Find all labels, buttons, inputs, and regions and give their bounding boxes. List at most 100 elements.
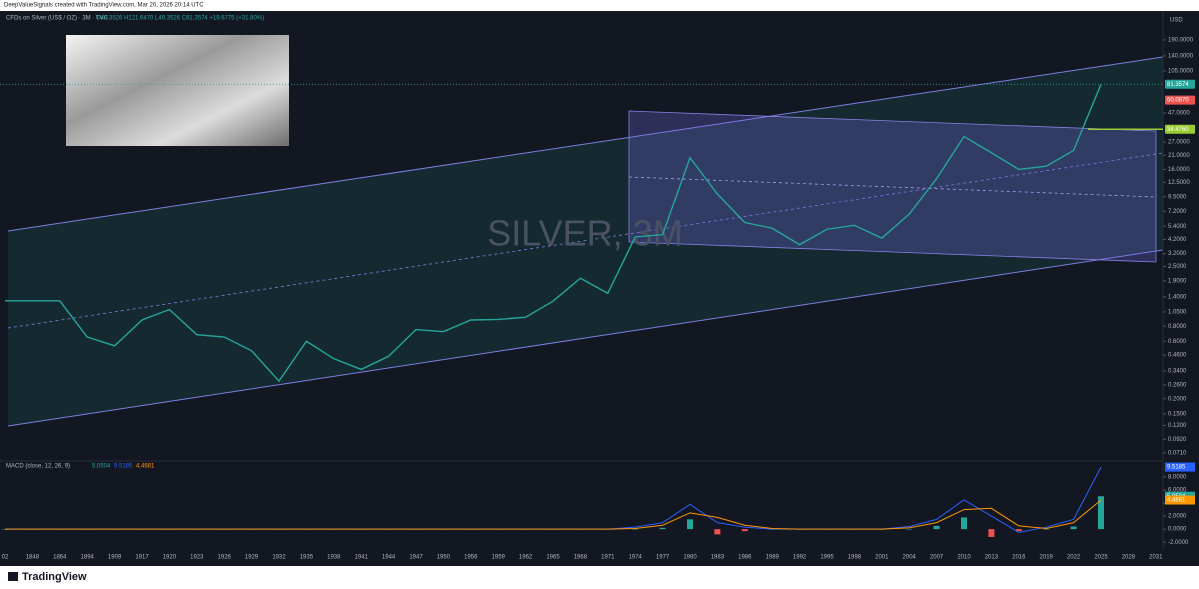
macd-bar — [906, 529, 913, 530]
y-tick-label: 1.4000 — [1168, 294, 1187, 300]
price-tag-label: 81.3574 — [1167, 82, 1189, 88]
price-tag — [1165, 95, 1195, 105]
y-tick-label: 0.1200 — [1168, 423, 1187, 429]
y-tick-label: 0.1500 — [1168, 411, 1187, 417]
y-tick-label: 1.0500 — [1168, 310, 1187, 316]
y-tick-label: 190.0000 — [1168, 38, 1194, 44]
watermark: SILVER, 3M — [487, 213, 682, 254]
x-tick-label: 1920 — [163, 555, 177, 561]
x-tick-label: 1864 — [53, 555, 67, 561]
y-tick-label: 0.3400 — [1168, 369, 1187, 375]
x-tick-label: 1932 — [272, 555, 286, 561]
y-tick-label: 0.2000 — [1168, 396, 1187, 402]
macd-bar — [714, 529, 721, 535]
x-tick-label: 1848 — [26, 555, 40, 561]
x-tick-label: 2025 — [1094, 555, 1108, 561]
price-tag-label: 34.4760 — [1167, 127, 1189, 133]
macd-bar — [961, 517, 967, 530]
x-tick-label: 1926 — [218, 555, 232, 561]
x-tick-label: 2019 — [1040, 555, 1054, 561]
ohlc: O49.3526 H121.6470 L49.3526 C81.3574 +19… — [96, 16, 264, 22]
y-tick-label: 0.0000 — [1168, 527, 1187, 533]
price-tag — [1165, 79, 1195, 89]
macd-header-value: 9.5185 — [114, 464, 133, 470]
y-tick-label: 0.4600 — [1168, 353, 1187, 359]
macd-bar — [687, 519, 693, 530]
channel-fill — [8, 57, 1163, 426]
x-tick-label: 1965 — [546, 555, 560, 561]
price-line — [5, 84, 1102, 383]
box-channel — [628, 110, 1157, 263]
x-tick-label: 2031 — [1149, 555, 1163, 561]
macd-header-value: 5.0504 — [92, 464, 111, 470]
x-tick-label: 1944 — [382, 555, 396, 561]
macd-bar — [1015, 529, 1022, 532]
macd-bar — [933, 525, 940, 530]
x-tick-label: 2010 — [957, 555, 971, 561]
y-tick-label: 9.5000 — [1168, 194, 1187, 200]
x-tick-label: 1980 — [683, 555, 697, 561]
x-tick-label: 1974 — [629, 555, 643, 561]
y-tick-label: 0.0710 — [1168, 450, 1187, 456]
x-tick-label: 1959 — [492, 555, 506, 561]
x-tick-label: 1935 — [300, 555, 314, 561]
macd-bar — [659, 527, 666, 530]
y-tick-label: 27.0000 — [1168, 140, 1190, 146]
y-tick-label: 21.0000 — [1168, 153, 1190, 159]
channel-top — [7, 56, 1164, 232]
y-tick-label: 6.0000 — [1168, 488, 1187, 494]
y-tick-label: 16.0000 — [1168, 167, 1190, 173]
macd-bar — [988, 529, 995, 537]
channel-mid — [7, 152, 1164, 329]
macd-tag — [1165, 495, 1195, 505]
macd-header-value: 4.4681 — [136, 464, 155, 470]
x-tick-label: 1962 — [519, 555, 533, 561]
macd-tag-label: 4.4681 — [1167, 498, 1186, 504]
x-tick-label: 1917 — [135, 555, 149, 561]
x-tick-label: 02 — [2, 555, 9, 561]
price-tag — [1165, 124, 1195, 134]
x-tick-label: 1941 — [355, 555, 369, 561]
y-tick-label: -2.0000 — [1168, 540, 1189, 546]
macd-bar — [632, 529, 639, 530]
x-tick-label: 1947 — [409, 555, 423, 561]
y-tick-label: 8.0000 — [1168, 475, 1187, 481]
y-tick-label: 7.2000 — [1168, 209, 1187, 215]
y-tick-label: 5.4000 — [1168, 224, 1187, 230]
y-tick-label: 105.0000 — [1168, 69, 1194, 75]
y-tick-label: 4.2000 — [1168, 237, 1187, 243]
x-tick-label: 2013 — [985, 555, 999, 561]
x-tick-label: 2022 — [1067, 555, 1081, 561]
currency: USD — [1170, 18, 1183, 24]
macd-bar — [1098, 496, 1104, 530]
x-tick-label: 2028 — [1122, 555, 1136, 561]
macd-line — [5, 499, 1102, 530]
box-mid — [628, 176, 1157, 198]
y-tick-label: 2.0000 — [1168, 514, 1187, 520]
logo: TradingView — [22, 571, 87, 583]
y-tick-label: 2.5000 — [1168, 264, 1187, 270]
x-tick-label: 2007 — [930, 555, 944, 561]
y-tick-label: 0.0920 — [1168, 437, 1187, 443]
x-tick-label: 1923 — [190, 555, 204, 561]
x-tick-label: 1986 — [738, 555, 752, 561]
macd-bar — [741, 529, 748, 532]
y-tick-label: 140.0000 — [1168, 53, 1194, 59]
x-tick-label: 1983 — [711, 555, 725, 561]
x-tick-label: 1938 — [327, 555, 341, 561]
y-tick-label: 1.9000 — [1168, 278, 1187, 284]
y-tick-label: 0.2600 — [1168, 383, 1187, 389]
x-tick-label: 1968 — [574, 555, 588, 561]
y-tick-label: 0.8000 — [1168, 324, 1187, 330]
y-tick-label: 0.6000 — [1168, 339, 1187, 345]
x-tick-label: 1998 — [848, 555, 862, 561]
y-tick-label: 12.5000 — [1168, 180, 1190, 186]
macd-tag — [1165, 462, 1195, 472]
macd-bar — [1043, 529, 1050, 530]
macd-bar — [1070, 526, 1077, 530]
y-tick-label: 47.0000 — [1168, 111, 1190, 117]
symbol: CFDs on Silver (US$ / OZ) · 3M · TVC — [6, 16, 109, 22]
x-tick-label: 2004 — [903, 555, 917, 561]
x-tick-label: 1971 — [601, 555, 615, 561]
